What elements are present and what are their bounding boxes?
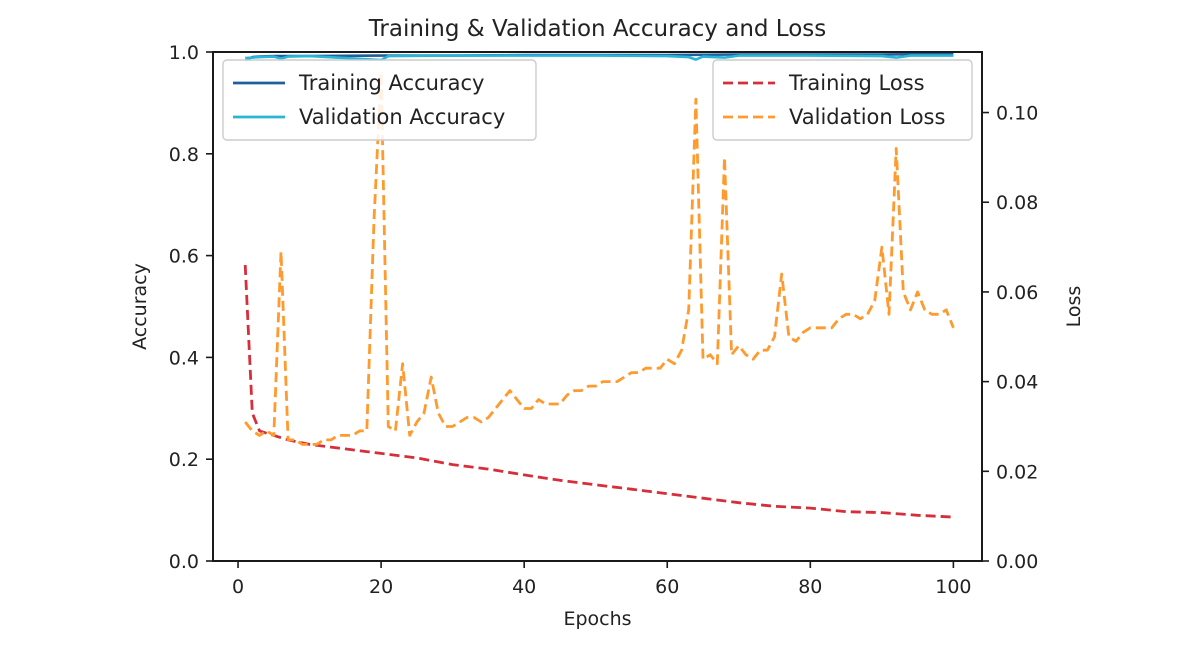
left-tick-label: 0.2 [169, 449, 199, 471]
right-y-axis: 0.00 0.02 0.04 0.06 0.08 0.10 [982, 103, 1038, 573]
right-tick-label: 0.08 [996, 192, 1038, 214]
validation-loss-line [244, 70, 955, 446]
left-tick-label: 0.0 [169, 551, 199, 573]
legend-box [222, 59, 537, 141]
chart-title: Training & Validation Accuracy and Loss [368, 16, 827, 42]
x-tick-label: 60 [655, 576, 679, 598]
left-tick-label: 0.6 [169, 246, 199, 268]
x-tick-label: 0 [232, 576, 244, 598]
training-loss-line [243, 264, 954, 519]
x-tick-label: 100 [935, 576, 971, 598]
right-tick-label: 0.00 [996, 551, 1038, 573]
right-tick-label: 0.02 [996, 461, 1038, 483]
left-y-axis: 0.0 0.2 0.4 0.6 0.8 1.0 [169, 42, 213, 573]
right-tick-label: 0.04 [996, 372, 1038, 394]
right-y-axis-label: Loss [1063, 286, 1085, 328]
left-tick-label: 0.4 [169, 347, 199, 369]
legend-entry: Training Loss [788, 71, 925, 95]
plot-frame [212, 51, 983, 562]
legend-entry: Validation Accuracy [299, 105, 505, 129]
legend-entry: Training Accuracy [298, 71, 484, 95]
legend-right: Training Loss Validation Loss [712, 59, 973, 141]
left-tick-label: 1.0 [169, 42, 199, 64]
x-axis-label: Epochs [563, 608, 631, 630]
x-tick-label: 20 [369, 576, 393, 598]
x-tick-label: 80 [798, 576, 822, 598]
legend-left: Training Accuracy Validation Accuracy [222, 59, 537, 141]
right-tick-label: 0.10 [996, 103, 1038, 125]
right-tick-label: 0.06 [996, 282, 1038, 304]
left-y-axis-label: Accuracy [129, 263, 151, 350]
x-axis: 0 20 40 60 80 100 [232, 561, 972, 598]
validation-accuracy-line [245, 54, 954, 62]
left-tick-label: 0.8 [169, 144, 199, 166]
legend-entry: Validation Loss [789, 105, 945, 129]
series-layer [243, 52, 955, 519]
x-tick-label: 40 [512, 576, 536, 598]
legend-box [712, 59, 973, 141]
